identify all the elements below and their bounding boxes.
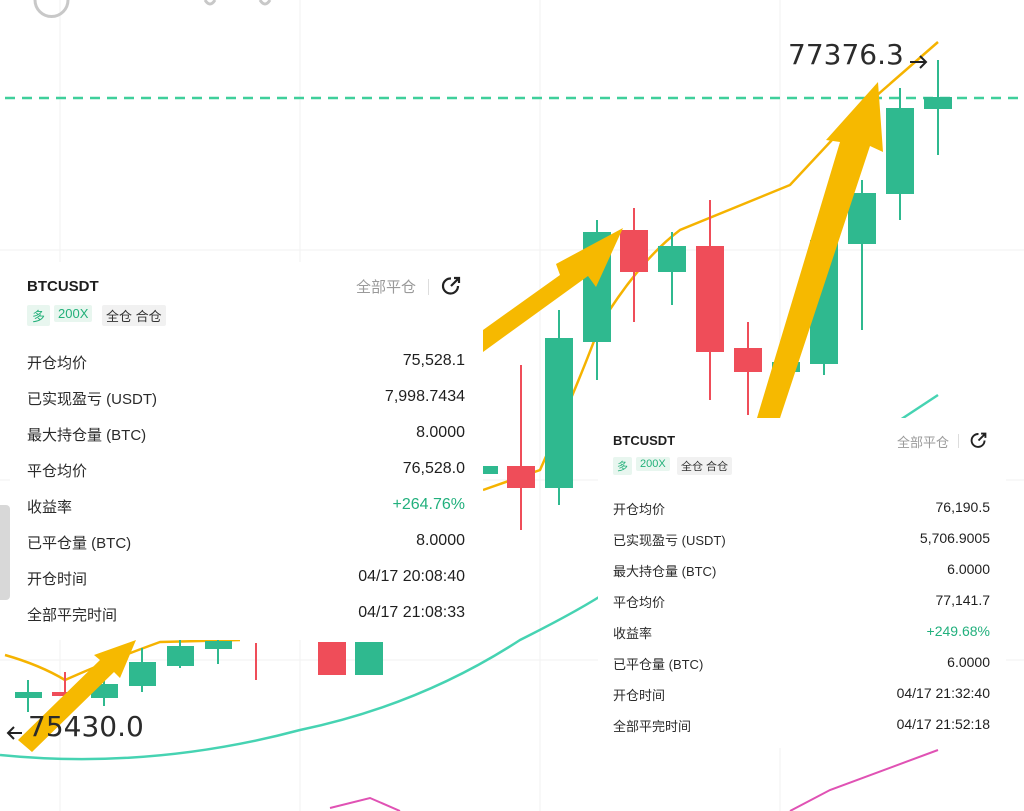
ma-orange-line-lower	[4, 638, 241, 682]
side-drawer-handle[interactable]	[0, 505, 10, 600]
symbol-label: BTCUSDT	[27, 278, 99, 295]
position-card-2: BTCUSDT 全部平仓 多 200X 全仓 合仓 开仓均价 76,190.5 …	[598, 418, 1006, 748]
row-open-time: 开仓时间 04/17 21:32:40	[613, 685, 990, 703]
share-icon[interactable]	[969, 431, 988, 450]
ma-teal-line	[0, 393, 939, 761]
leverage-tag: 200X	[636, 457, 670, 471]
close-all-button[interactable]: 全部平仓	[897, 435, 950, 450]
margin-mode-tag: 全仓 合仓	[677, 457, 733, 475]
margin-mode-tag: 全仓 合仓	[102, 305, 166, 326]
top-partial-controls	[33, 0, 272, 18]
row-fully-closed-time: 全部平完时间 04/17 21:52:18	[613, 716, 990, 734]
row-close-avg-price: 平仓均价 76,528.0	[27, 460, 465, 480]
row-closed-qty: 已平仓量 (BTC) 6.0000	[613, 654, 990, 672]
row-return-rate: 收益率 +249.68%	[613, 623, 990, 641]
ma-pink-line	[329, 749, 939, 811]
row-open-avg-price: 开仓均价 76,190.5	[613, 499, 990, 517]
row-close-avg-price: 平仓均价 77,141.7	[613, 592, 990, 610]
low-price-label: 75430.0	[28, 710, 144, 743]
position-card-1: BTCUSDT 全部平仓 多 200X 全仓 合仓 开仓均价 75,528.1 …	[10, 262, 483, 640]
leverage-tag: 200X	[54, 305, 93, 322]
header-separator	[958, 434, 959, 448]
row-max-position: 最大持仓量 (BTC) 6.0000	[613, 561, 990, 579]
last-price-label: 77376.3	[788, 38, 904, 71]
row-fully-closed-time: 全部平完时间 04/17 21:08:33	[27, 604, 465, 624]
row-max-position: 最大持仓量 (BTC) 8.0000	[27, 424, 465, 444]
candles-lower	[15, 640, 383, 716]
row-realized-pnl: 已实现盈亏 (USDT) 7,998.7434	[27, 388, 465, 408]
symbol-label: BTCUSDT	[613, 433, 676, 448]
row-open-time: 开仓时间 04/17 20:08:40	[27, 568, 465, 588]
row-return-rate: 收益率 +264.76%	[27, 496, 465, 516]
row-closed-qty: 已平仓量 (BTC) 8.0000	[27, 532, 465, 552]
side-tag: 多	[613, 457, 632, 475]
price-arrow-icons	[6, 55, 928, 740]
close-all-button[interactable]: 全部平仓	[356, 279, 417, 296]
share-icon[interactable]	[440, 275, 462, 297]
side-tag: 多	[27, 305, 51, 326]
row-open-avg-price: 开仓均价 75,528.1	[27, 352, 465, 372]
row-realized-pnl: 已实现盈亏 (USDT) 5,706.9005	[613, 530, 990, 548]
header-separator	[428, 279, 429, 295]
uptrend-arrows	[18, 82, 883, 752]
